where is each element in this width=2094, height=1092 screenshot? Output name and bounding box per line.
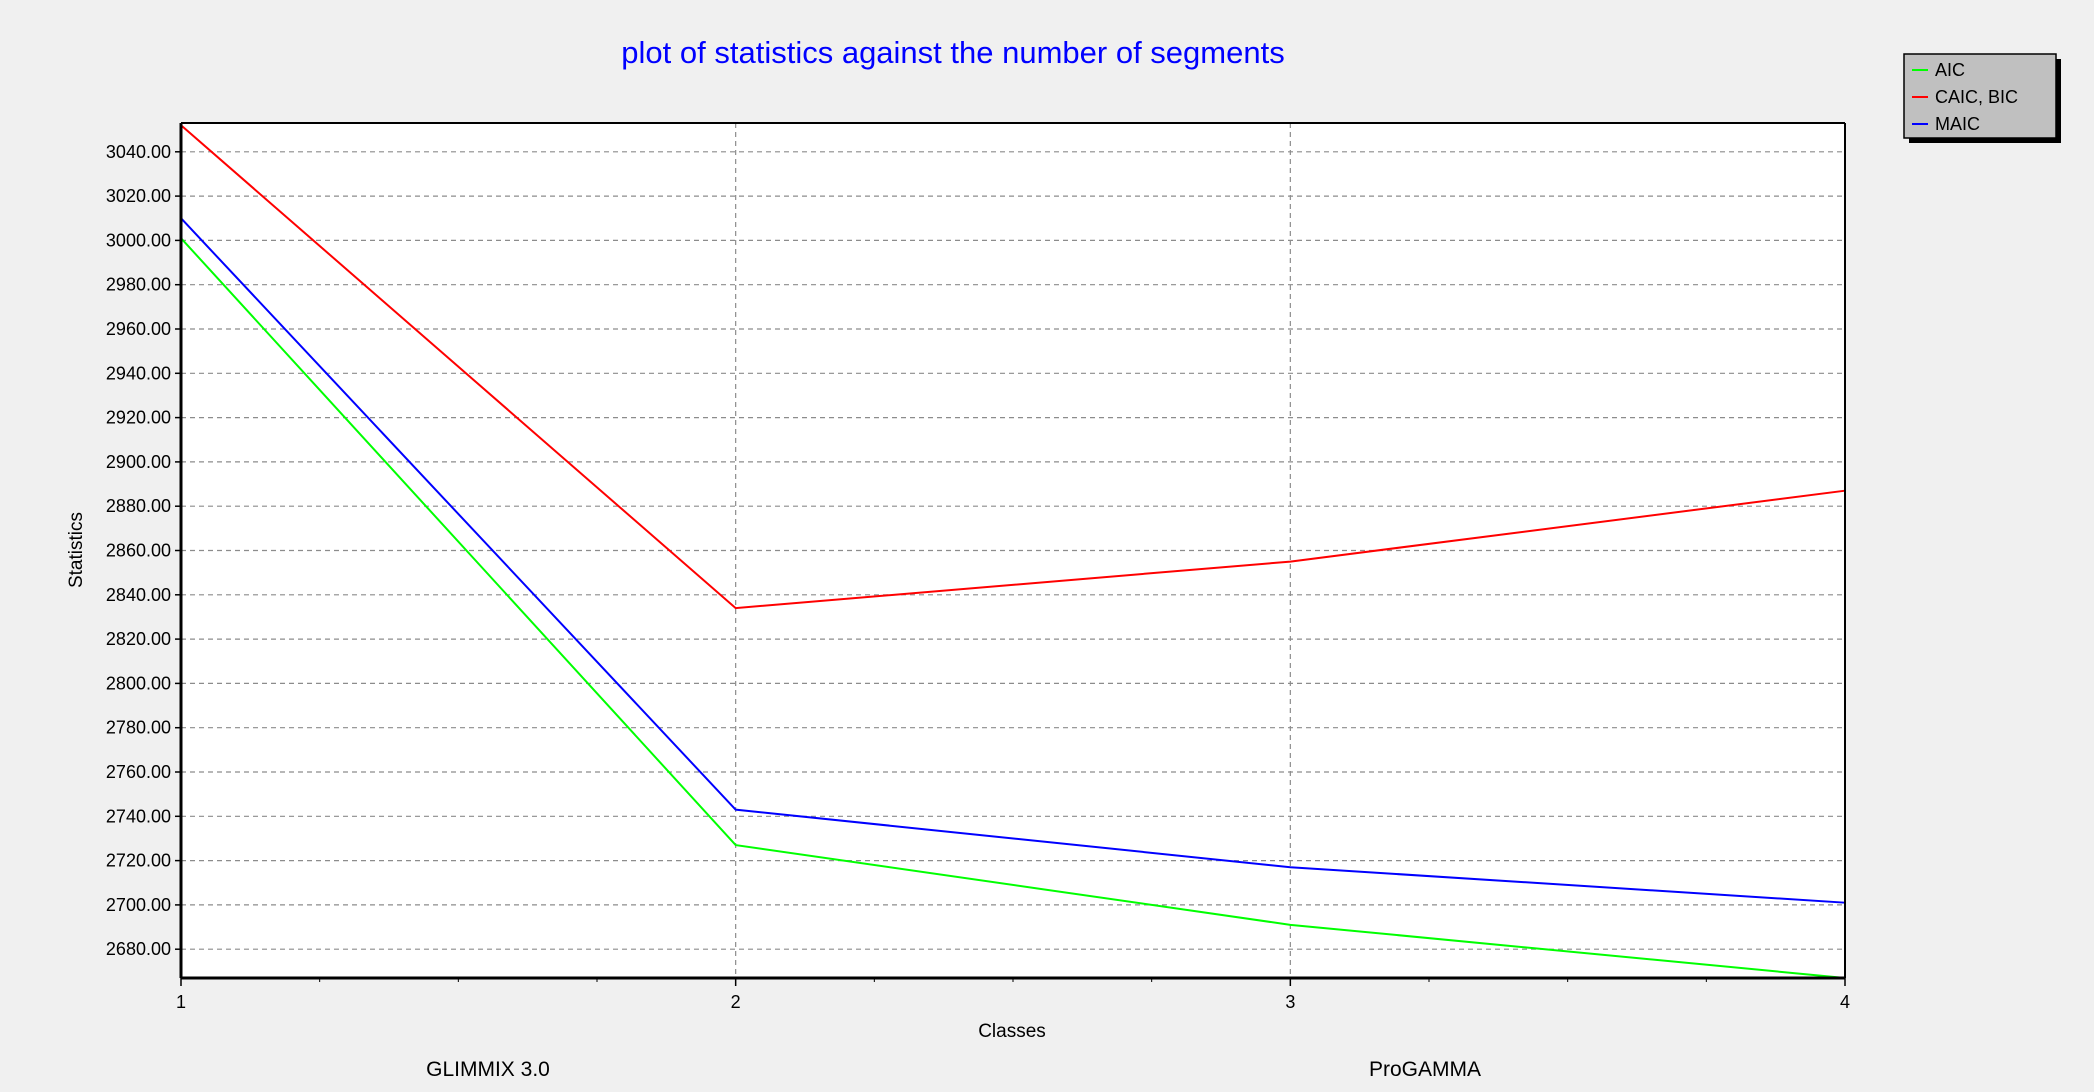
series-line-caic-bic (180, 124, 1846, 610)
y-tick-label: 2960.00 (106, 319, 171, 339)
y-tick-label: 2820.00 (106, 629, 171, 649)
legend-label-caic-bic: CAIC, BIC (1935, 87, 2018, 107)
chart-title: plot of statistics against the number of… (621, 35, 1284, 70)
x-tick-label: 4 (1840, 992, 1850, 1012)
series-line-aic (180, 237, 1846, 979)
legend: AIC CAIC, BIC MAIC (1903, 53, 2061, 143)
x-tick-label: 1 (176, 992, 186, 1012)
x-tick-labels: 1 2 3 4 (176, 992, 1850, 1012)
y-tick-label: 2840.00 (106, 585, 171, 605)
y-tick-label: 2780.00 (106, 718, 171, 738)
y-tick-label: 2700.00 (106, 895, 171, 915)
x-axis-title: Classes (978, 1021, 1046, 1042)
series-line-maic (180, 217, 1846, 904)
plot-frame (179, 122, 1846, 980)
legend-entries: AIC CAIC, BIC MAIC (1912, 60, 2018, 134)
y-tick-label: 2760.00 (106, 762, 171, 782)
y-tick-label: 2740.00 (106, 806, 171, 826)
legend-label-maic: MAIC (1935, 114, 1980, 134)
y-tick-label: 2880.00 (106, 496, 171, 516)
footer-left-label: GLIMMIX 3.0 (426, 1058, 550, 1081)
y-tick-label: 2860.00 (106, 541, 171, 561)
y-axis-title: Statistics (66, 512, 87, 588)
x-tick-label: 3 (1285, 992, 1295, 1012)
y-tick-label: 3040.00 (106, 142, 171, 162)
y-tick-label: 2920.00 (106, 408, 171, 428)
y-tick-label: 2720.00 (106, 851, 171, 871)
y-tick-label: 2800.00 (106, 673, 171, 693)
y-tick-labels: 2680.00 2700.00 2720.00 2740.00 2760.00 2780.… (106, 142, 171, 959)
series-lines (180, 124, 1846, 979)
y-tick-label: 2940.00 (106, 363, 171, 383)
grid-lines (175, 123, 1846, 986)
y-tick-label: 3020.00 (106, 186, 171, 206)
legend-box (1903, 53, 2057, 139)
y-tick-label: 2900.00 (106, 452, 171, 472)
y-tick-label: 2680.00 (106, 939, 171, 959)
y-tick-label: 3000.00 (106, 230, 171, 250)
x-tick-label: 2 (731, 992, 741, 1012)
y-tick-label: 2980.00 (106, 275, 171, 295)
footer-right-label: ProGAMMA (1369, 1058, 1481, 1081)
legend-label-aic: AIC (1935, 60, 1965, 80)
